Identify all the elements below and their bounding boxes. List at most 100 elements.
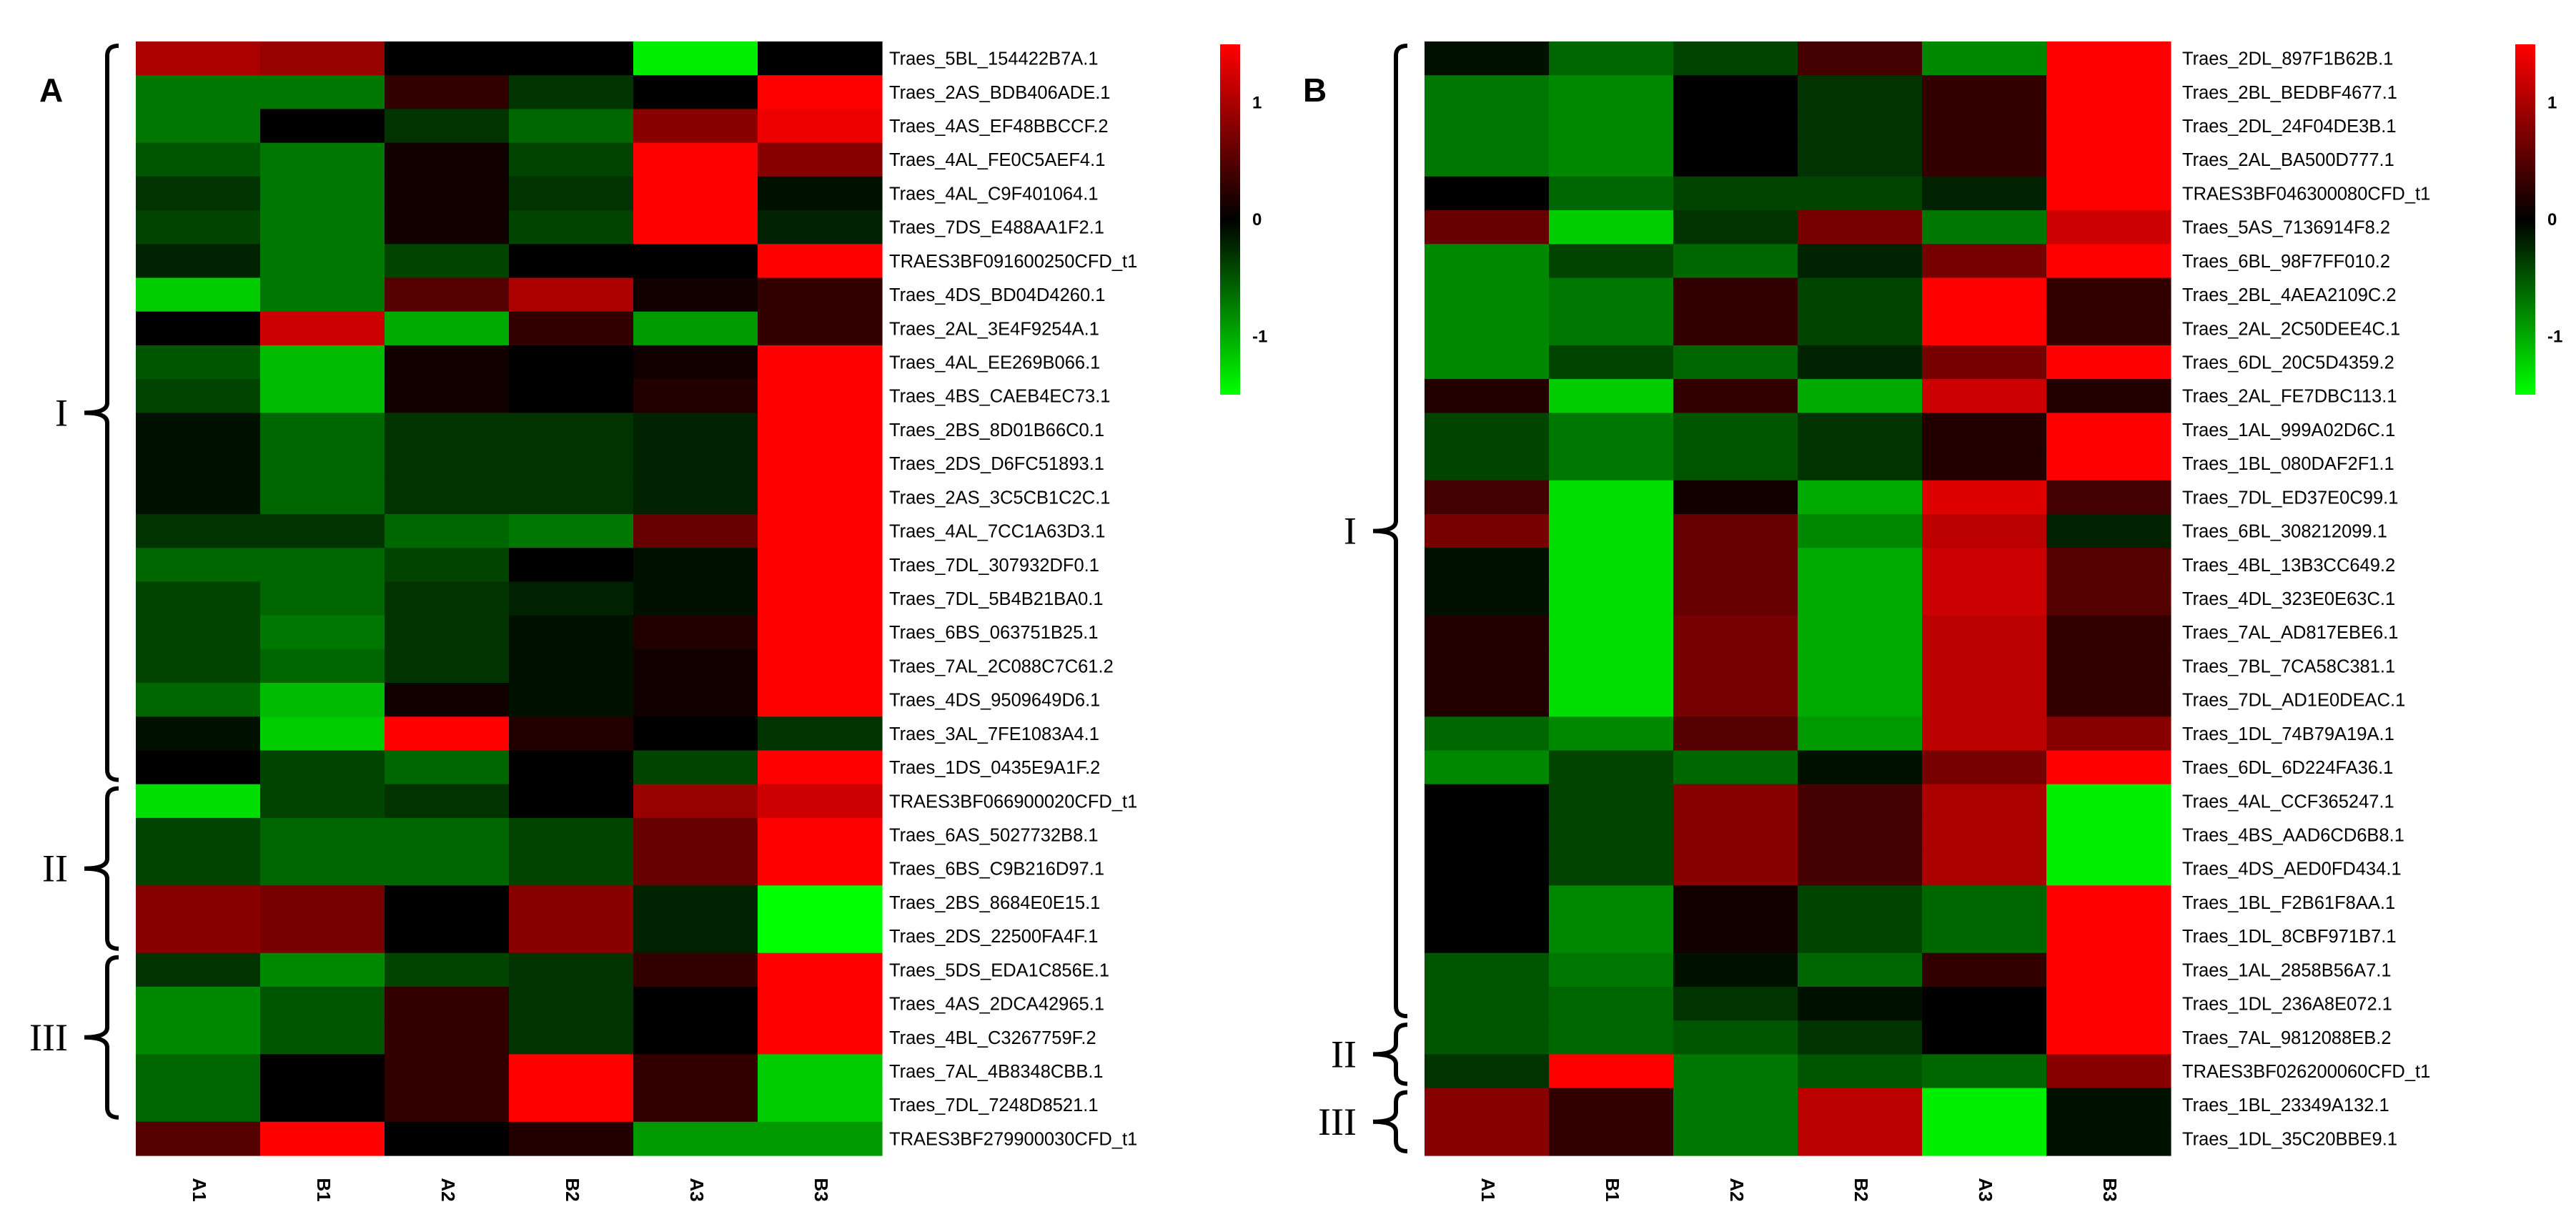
heatmap-cell [1425,986,1550,1021]
heatmap-cell [2046,41,2171,76]
heatmap-cell [758,244,883,279]
heatmap-cell [509,548,634,582]
heatmap-cell [633,277,758,312]
heatmap-cell [2046,852,2171,886]
heatmap-cell [2046,210,2171,245]
row-label: Traes_7DL_307932DF0.1 [889,556,1099,576]
heatmap-cell [758,615,883,650]
heatmap-cell [385,649,510,684]
heatmap-cell [509,345,634,380]
heatmap-cell [1549,615,1674,650]
heatmap-cell [1922,244,2047,279]
row-label: Traes_2DS_22500FA4F.1 [889,927,1099,947]
heatmap-cell [1549,581,1674,616]
heatmap-cell [1798,716,1923,752]
row-label: Traes_6BS_C9B216D97.1 [889,859,1104,880]
heatmap-cell [1425,581,1550,616]
heatmap-cell [509,176,634,211]
row-label: Traes_1DS_0435E9A1F.2 [889,758,1100,778]
row-label: Traes_2AL_BA500D777.1 [2182,150,2394,170]
heatmap-cell [2046,885,2171,920]
heatmap-cell [1922,109,2047,144]
heatmap-cell [136,41,261,76]
row-label: Traes_6DL_6D224FA36.1 [2182,758,2393,778]
heatmap-cell [260,513,385,548]
heatmap-cell [136,345,261,380]
heatmap-cell [758,446,883,481]
row-label: Traes_5BL_154422B7A.1 [889,49,1099,69]
heatmap-cell [1549,750,1674,785]
column-label: A3 [1975,1178,1996,1201]
heatmap-cell [260,548,385,582]
heatmap-cell [1798,446,1923,481]
heatmap-cell [1922,513,2047,548]
heatmap-cell [2046,480,2171,515]
row-label: Traes_4AS_2DCA42965.1 [889,995,1104,1015]
heatmap-cell [260,852,385,886]
heatmap-cell [260,1020,385,1055]
heatmap-cell [1922,1121,2047,1156]
heatmap-cell [2046,1020,2171,1055]
heatmap-cell [633,446,758,481]
cluster-bracket [84,44,119,782]
row-label: Traes_4DL_323E0E63C.1 [2182,589,2395,609]
heatmap-cell [260,176,385,211]
heatmap-cell [385,885,510,920]
heatmap-cell [1425,446,1550,481]
row-label: Traes_2AL_3E4F9254A.1 [889,319,1099,339]
heatmap-cell [758,885,883,920]
heatmap-cell [1922,1020,2047,1055]
row-label: Traes_7DS_E488AA1F2.1 [889,218,1104,238]
heatmap-cell [758,176,883,211]
heatmap-cell [385,919,510,954]
heatmap-cell [1425,1020,1550,1055]
row-label: Traes_2BL_BEDBF4677.1 [2182,83,2397,103]
heatmap-cell [136,919,261,954]
row-label: Traes_6BL_308212099.1 [2182,522,2387,542]
heatmap-cell [385,750,510,785]
heatmap-cell [1425,277,1550,312]
heatmap-cell [758,919,883,954]
heatmap-cell [509,413,634,448]
heatmap-cell [1798,210,1923,245]
heatmap-cell [1798,817,1923,852]
heatmap-cell [633,379,758,413]
heatmap-cell [633,919,758,954]
row-label: Traes_2AS_BDB406ADE.1 [889,83,1110,103]
heatmap-cell [1425,1121,1550,1156]
heatmap-cell [1549,1121,1674,1156]
heatmap-cell [1798,311,1923,346]
heatmap-cell [1922,75,2047,110]
heatmap-cell [1425,919,1550,954]
heatmap-cell [758,1121,883,1156]
heatmap-cell [1673,311,1798,346]
heatmap-cell [260,784,385,819]
heatmap-cell [1425,244,1550,279]
heatmap-cell [260,919,385,954]
heatmap-cell [1549,446,1674,481]
heatmap-cell [385,548,510,582]
column-label: A3 [686,1178,708,1201]
heatmap-cell [1549,142,1674,177]
heatmap-cell [509,1088,634,1123]
heatmap-cell [758,649,883,684]
heatmap-cell [633,581,758,616]
heatmap-cell [385,784,510,819]
heatmap-cell [1425,142,1550,177]
heatmap-cell [260,41,385,76]
heatmap-cell [758,379,883,413]
heatmap-cell [1922,952,2047,987]
heatmap-cell [260,142,385,177]
heatmap-cell [1673,1054,1798,1089]
row-label: Traes_4BS_AAD6CD6B8.1 [2182,825,2404,845]
heatmap-cell [260,379,385,413]
heatmap-cell [1922,210,2047,245]
heatmap-cell [509,784,634,819]
color-scale-bar [2515,44,2535,395]
heatmap-cell [1798,142,1923,177]
row-label: Traes_2DL_24F04DE3B.1 [2182,117,2397,137]
row-label: Traes_7AL_4B8348CBB.1 [889,1062,1104,1082]
heatmap-cell [385,244,510,279]
heatmap-cell [509,1020,634,1055]
heatmap-cell [1922,1054,2047,1089]
